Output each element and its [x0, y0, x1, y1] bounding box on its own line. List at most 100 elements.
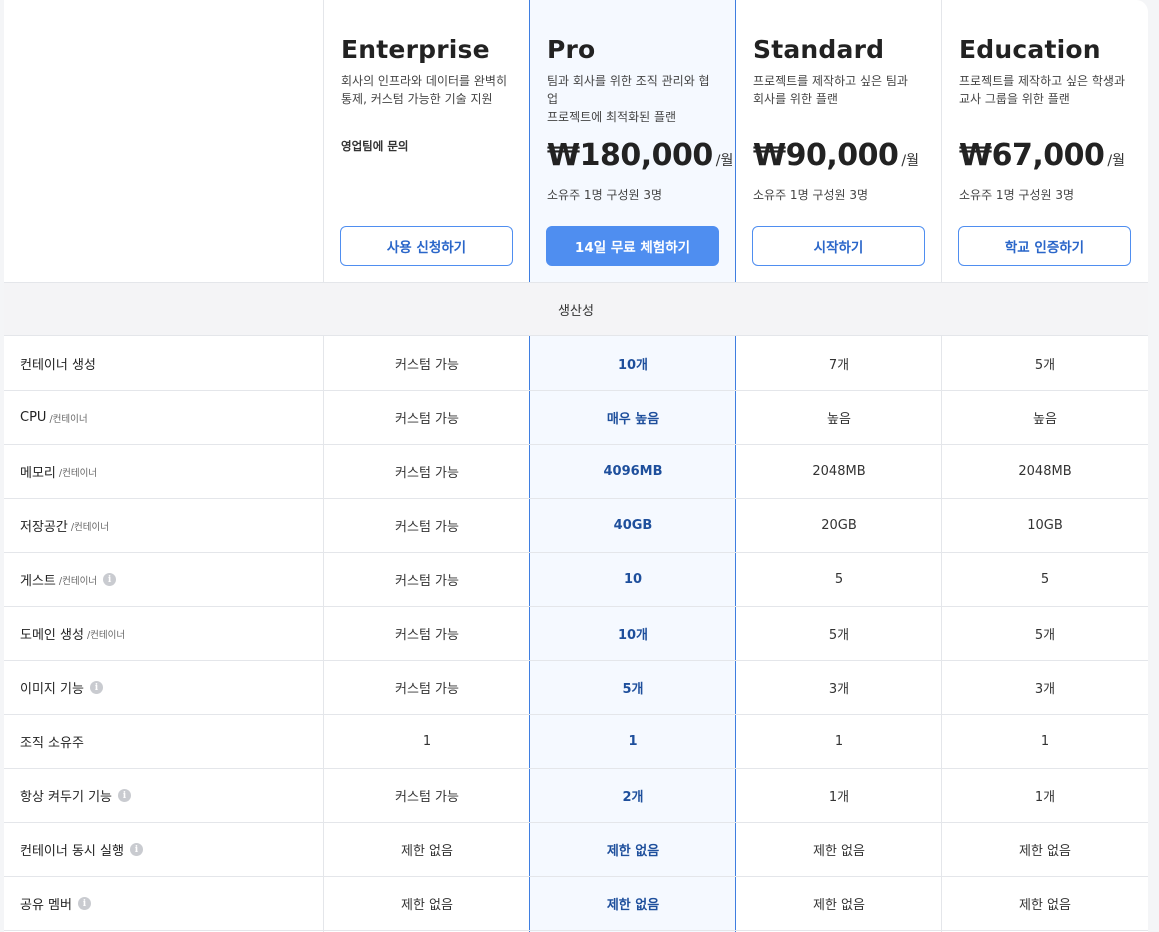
price-row: ₩180,000 /월: [547, 138, 733, 173]
plan-description: 회사의 인프라와 데이터를 완벽히 통제, 커스텀 가능한 기술 지원: [341, 72, 514, 108]
plan-name: Pro: [547, 35, 596, 64]
value-cell-ent: 커스텀 가능: [395, 466, 459, 481]
plan-description: 프로젝트를 제작하고 싶은 학생과 교사 그룹을 위한 플랜: [959, 72, 1132, 108]
value-cell-edu: 2048MB: [1018, 464, 1072, 479]
feature-label-cell: 컨테이너 동시 실행 i: [4, 823, 324, 876]
price-row: ₩90,000 /월: [753, 138, 919, 173]
info-icon[interactable]: i: [129, 843, 143, 856]
feature-label: 조직 소유주: [20, 736, 84, 751]
table-row: 조직 소유주 1 1 1 1: [4, 715, 1148, 769]
school-verify-button[interactable]: 학교 인증하기: [958, 226, 1131, 266]
plan-name: Enterprise: [341, 35, 490, 64]
plan-price: ₩90,000: [753, 138, 899, 173]
value-cell-std: 20GB: [821, 518, 857, 533]
plan-description-line: 교사 그룹을 위한 플랜: [959, 92, 1070, 106]
feature-label-cell: 항상 켜두기 기능 i: [4, 769, 324, 822]
value-cell-ent: 커스텀 가능: [395, 412, 459, 427]
plan-price: ₩67,000: [959, 138, 1105, 173]
value-cell-pro: 5개: [622, 682, 644, 697]
feature-unit: /컨테이너: [58, 575, 98, 587]
plan-description-line: 프로젝트에 최적화된 플랜: [547, 110, 677, 124]
value-cell-pro: 매우 높음: [606, 412, 660, 427]
feature-label-cell: 컨테이너 생성: [4, 337, 324, 390]
plan-header-standard: Standard 프로젝트를 제작하고 싶은 팀과 회사를 위한 플랜 ₩90,…: [736, 0, 942, 282]
value-cell-std: 5개: [828, 628, 850, 643]
info-icon[interactable]: i: [89, 681, 103, 694]
feature-label-cell: 이미지 기능 i: [4, 661, 324, 714]
table-row: 컨테이너 동시 실행 i 제한 없음 제한 없음 제한 없음 제한 없음: [4, 823, 1148, 877]
info-icon[interactable]: i: [118, 789, 131, 802]
feature-label: 이미지 기능: [20, 682, 84, 697]
value-cell-edu: 5: [1040, 572, 1050, 587]
free-trial-button[interactable]: 14일 무료 체험하기: [546, 226, 719, 266]
value-cell-ent: 커스텀 가능: [395, 628, 459, 643]
column-divider: [941, 0, 942, 932]
value-cell-pro: 40GB: [613, 518, 653, 533]
feature-label: 게스트: [20, 574, 56, 589]
feature-label: 공유 멤버: [20, 898, 72, 913]
feature-label-cell: 도메인 생성/컨테이너: [4, 607, 324, 660]
pricing-table: Enterprise 회사의 인프라와 데이터를 완벽히 통제, 커스텀 가능한…: [4, 0, 1148, 932]
feature-label: CPU: [20, 410, 47, 425]
price-period: /월: [1107, 153, 1125, 169]
value-cell-std: 1: [834, 734, 844, 749]
feature-label-cell: CPU/컨테이너: [4, 391, 324, 444]
table-row: CPU/컨테이너 커스텀 가능 매우 높음 높음 높음: [4, 391, 1148, 445]
table-row: 항상 켜두기 기능 i 커스텀 가능 2개 1개 1개: [4, 769, 1148, 823]
value-cell-pro: 10개: [617, 628, 649, 643]
value-cell-pro: 2개: [622, 790, 644, 805]
table-row: 컨테이너 생성 커스텀 가능 10개 7개 5개: [4, 337, 1148, 391]
feature-label: 메모리: [20, 466, 56, 481]
info-icon[interactable]: i: [103, 573, 117, 586]
info-icon[interactable]: i: [77, 897, 91, 910]
value-cell-pro: 10: [623, 572, 643, 587]
value-cell-edu: 제한 없음: [1019, 844, 1071, 859]
table-row: 도메인 생성/컨테이너 커스텀 가능 10개 5개 5개: [4, 607, 1148, 661]
value-cell-std: 3개: [828, 682, 850, 697]
plan-description-line: 회사를 위한 플랜: [753, 92, 838, 106]
plan-description: 팀과 회사를 위한 조직 관리와 협업 프로젝트에 최적화된 플랜: [547, 72, 720, 126]
plan-description-line: 통제, 커스텀 가능한 기술 지원: [341, 92, 493, 106]
value-cell-pro: 제한 없음: [606, 898, 660, 913]
value-cell-ent: 1: [422, 734, 432, 749]
feature-unit: /컨테이너: [58, 467, 98, 479]
table-row: 이미지 기능 i 커스텀 가능 5개 3개 3개: [4, 661, 1148, 715]
feature-label: 도메인 생성: [20, 628, 84, 643]
value-cell-pro: 1: [628, 734, 638, 749]
column-divider: [323, 0, 324, 932]
contact-sales-text: 영업팀에 문의: [341, 139, 409, 153]
table-row: 공유 멤버 i 제한 없음 제한 없음 제한 없음 제한 없음: [4, 877, 1148, 931]
plan-name: Education: [959, 35, 1101, 64]
feature-label-cell: 조직 소유주: [4, 715, 324, 768]
value-cell-std: 5: [834, 572, 844, 587]
feature-label-cell: 공유 멤버 i: [4, 877, 324, 930]
value-cell-ent: 커스텀 가능: [395, 790, 459, 805]
feature-label: 저장공간: [20, 520, 68, 535]
table-row: 저장공간/컨테이너 커스텀 가능 40GB 20GB 10GB: [4, 499, 1148, 553]
section-header-productivity: 생산성: [4, 282, 1148, 336]
feature-label-cell: 저장공간/컨테이너: [4, 499, 324, 552]
value-cell-edu: 1개: [1034, 790, 1056, 805]
price-period: /월: [901, 153, 919, 169]
apply-button[interactable]: 사용 신청하기: [340, 226, 513, 266]
start-button[interactable]: 시작하기: [752, 226, 925, 266]
plan-description: 프로젝트를 제작하고 싶은 팀과 회사를 위한 플랜: [753, 72, 926, 108]
feature-label: 컨테이너 동시 실행: [20, 844, 124, 859]
value-cell-pro: 10개: [617, 358, 649, 373]
plan-seats: 소유주 1명 구성원 3명: [959, 188, 1075, 202]
feature-unit: /컨테이너: [86, 629, 126, 641]
plan-description-line: 팀과 회사를 위한 조직 관리와 협업: [547, 74, 710, 106]
value-cell-pro: 제한 없음: [606, 844, 660, 859]
value-cell-edu: 1: [1040, 734, 1050, 749]
feature-unit: /컨테이너: [49, 413, 88, 425]
value-cell-std: 2048MB: [812, 464, 866, 479]
feature-unit: /컨테이너: [70, 521, 110, 533]
value-cell-edu: 5개: [1034, 358, 1056, 373]
value-cell-std: 1개: [828, 790, 850, 805]
value-cell-edu: 높음: [1033, 412, 1057, 427]
value-cell-ent: 제한 없음: [401, 898, 453, 913]
pro-column-border-left: [529, 0, 530, 932]
feature-label: 항상 켜두기 기능: [20, 790, 112, 805]
value-cell-ent: 커스텀 가능: [395, 520, 459, 535]
value-cell-pro: 4096MB: [603, 464, 663, 479]
